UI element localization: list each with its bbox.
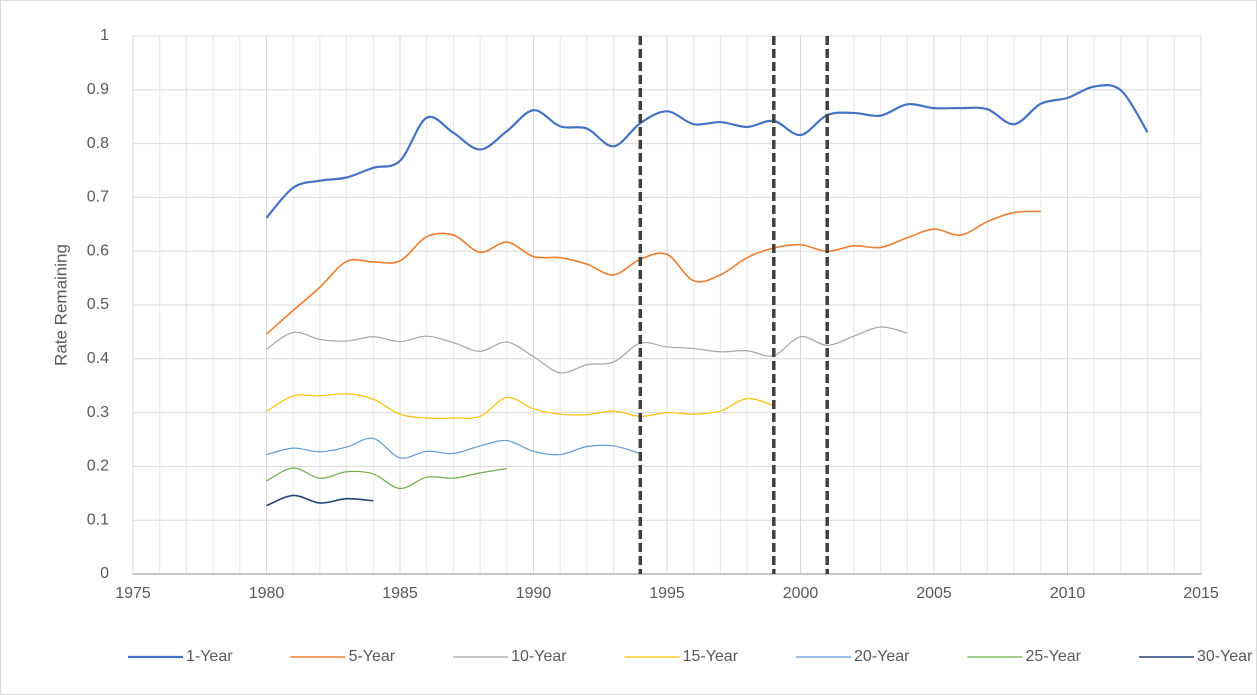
series-line bbox=[266, 326, 908, 374]
legend: 1-Year 5-Year 10-Year 15-Year 20-Year 25-Year… bbox=[128, 648, 1253, 665]
legend-label: 1-Year bbox=[186, 648, 233, 665]
legend-label: 25-Year bbox=[1025, 648, 1081, 665]
y-tick-label: 0.7 bbox=[87, 189, 109, 206]
x-tick-label: 1990 bbox=[516, 585, 552, 602]
series-line bbox=[265, 210, 1041, 335]
y-tick-label: 0.1 bbox=[87, 511, 109, 528]
series-line bbox=[266, 467, 507, 490]
x-tick-label: 2005 bbox=[916, 585, 952, 602]
x-tick-label: 2015 bbox=[1183, 585, 1219, 602]
series-line bbox=[266, 393, 774, 419]
y-tick-label: 1 bbox=[100, 27, 109, 44]
x-tick-label: 1980 bbox=[249, 585, 285, 602]
x-tick-label: 2000 bbox=[783, 585, 819, 602]
x-tick-label: 1985 bbox=[382, 585, 418, 602]
series-line bbox=[265, 84, 1149, 219]
series-line bbox=[266, 437, 641, 459]
labels: 1975 1980 1985 1990 1995 2000 2005 2010 2015 0 0.1… bbox=[87, 27, 1219, 602]
y-tick-label: 0.9 bbox=[87, 81, 109, 98]
x-tick-label: 2010 bbox=[1050, 585, 1086, 602]
x-tick-label: 1975 bbox=[115, 585, 151, 602]
y-tick-label: 0.4 bbox=[87, 350, 109, 367]
y-tick-label: 0.6 bbox=[87, 242, 109, 259]
y-tick-label: 0.5 bbox=[87, 296, 109, 313]
y-tick-label: 0 bbox=[100, 565, 109, 582]
legend-label: 5-Year bbox=[349, 648, 396, 665]
legend-label: 30-Year bbox=[1197, 648, 1253, 665]
y-tick-label: 0.8 bbox=[87, 135, 109, 152]
legend-label: 10-Year bbox=[511, 648, 567, 665]
y-tick-label: 0.3 bbox=[87, 404, 109, 421]
legend-label: 15-Year bbox=[683, 648, 739, 665]
y-axis-title: Rate Remaining bbox=[51, 244, 70, 366]
series-line bbox=[266, 494, 374, 507]
y-tick-label: 0.2 bbox=[87, 458, 109, 475]
grid bbox=[132, 35, 1202, 575]
legend-label: 20-Year bbox=[854, 648, 910, 665]
plot bbox=[265, 36, 1149, 574]
x-tick-label: 1995 bbox=[649, 585, 685, 602]
